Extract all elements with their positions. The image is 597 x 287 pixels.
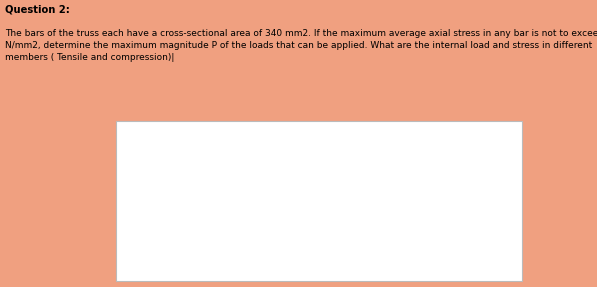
Text: C: C bbox=[418, 142, 426, 152]
Bar bbox=[417, 149, 435, 225]
Circle shape bbox=[310, 216, 319, 224]
Circle shape bbox=[407, 152, 416, 160]
Text: D: D bbox=[418, 208, 426, 218]
Text: 2m: 2m bbox=[180, 183, 196, 193]
Circle shape bbox=[312, 218, 317, 222]
Text: 2P: 2P bbox=[211, 254, 224, 264]
Text: 3m: 3m bbox=[259, 240, 274, 250]
Text: 3m: 3m bbox=[355, 240, 371, 250]
Circle shape bbox=[312, 154, 317, 158]
Text: A: A bbox=[207, 206, 214, 216]
Text: P: P bbox=[312, 254, 318, 264]
Text: The bars of the truss each have a cross-sectional area of 340 mm2. If the maximu: The bars of the truss each have a cross-… bbox=[5, 29, 597, 62]
Text: Question 2:: Question 2: bbox=[5, 4, 70, 14]
Text: E: E bbox=[321, 208, 327, 218]
Circle shape bbox=[214, 216, 222, 224]
Text: B: B bbox=[309, 140, 316, 150]
Circle shape bbox=[310, 152, 319, 160]
Circle shape bbox=[216, 218, 220, 222]
Circle shape bbox=[407, 216, 416, 224]
Circle shape bbox=[409, 218, 414, 222]
Circle shape bbox=[409, 154, 414, 158]
